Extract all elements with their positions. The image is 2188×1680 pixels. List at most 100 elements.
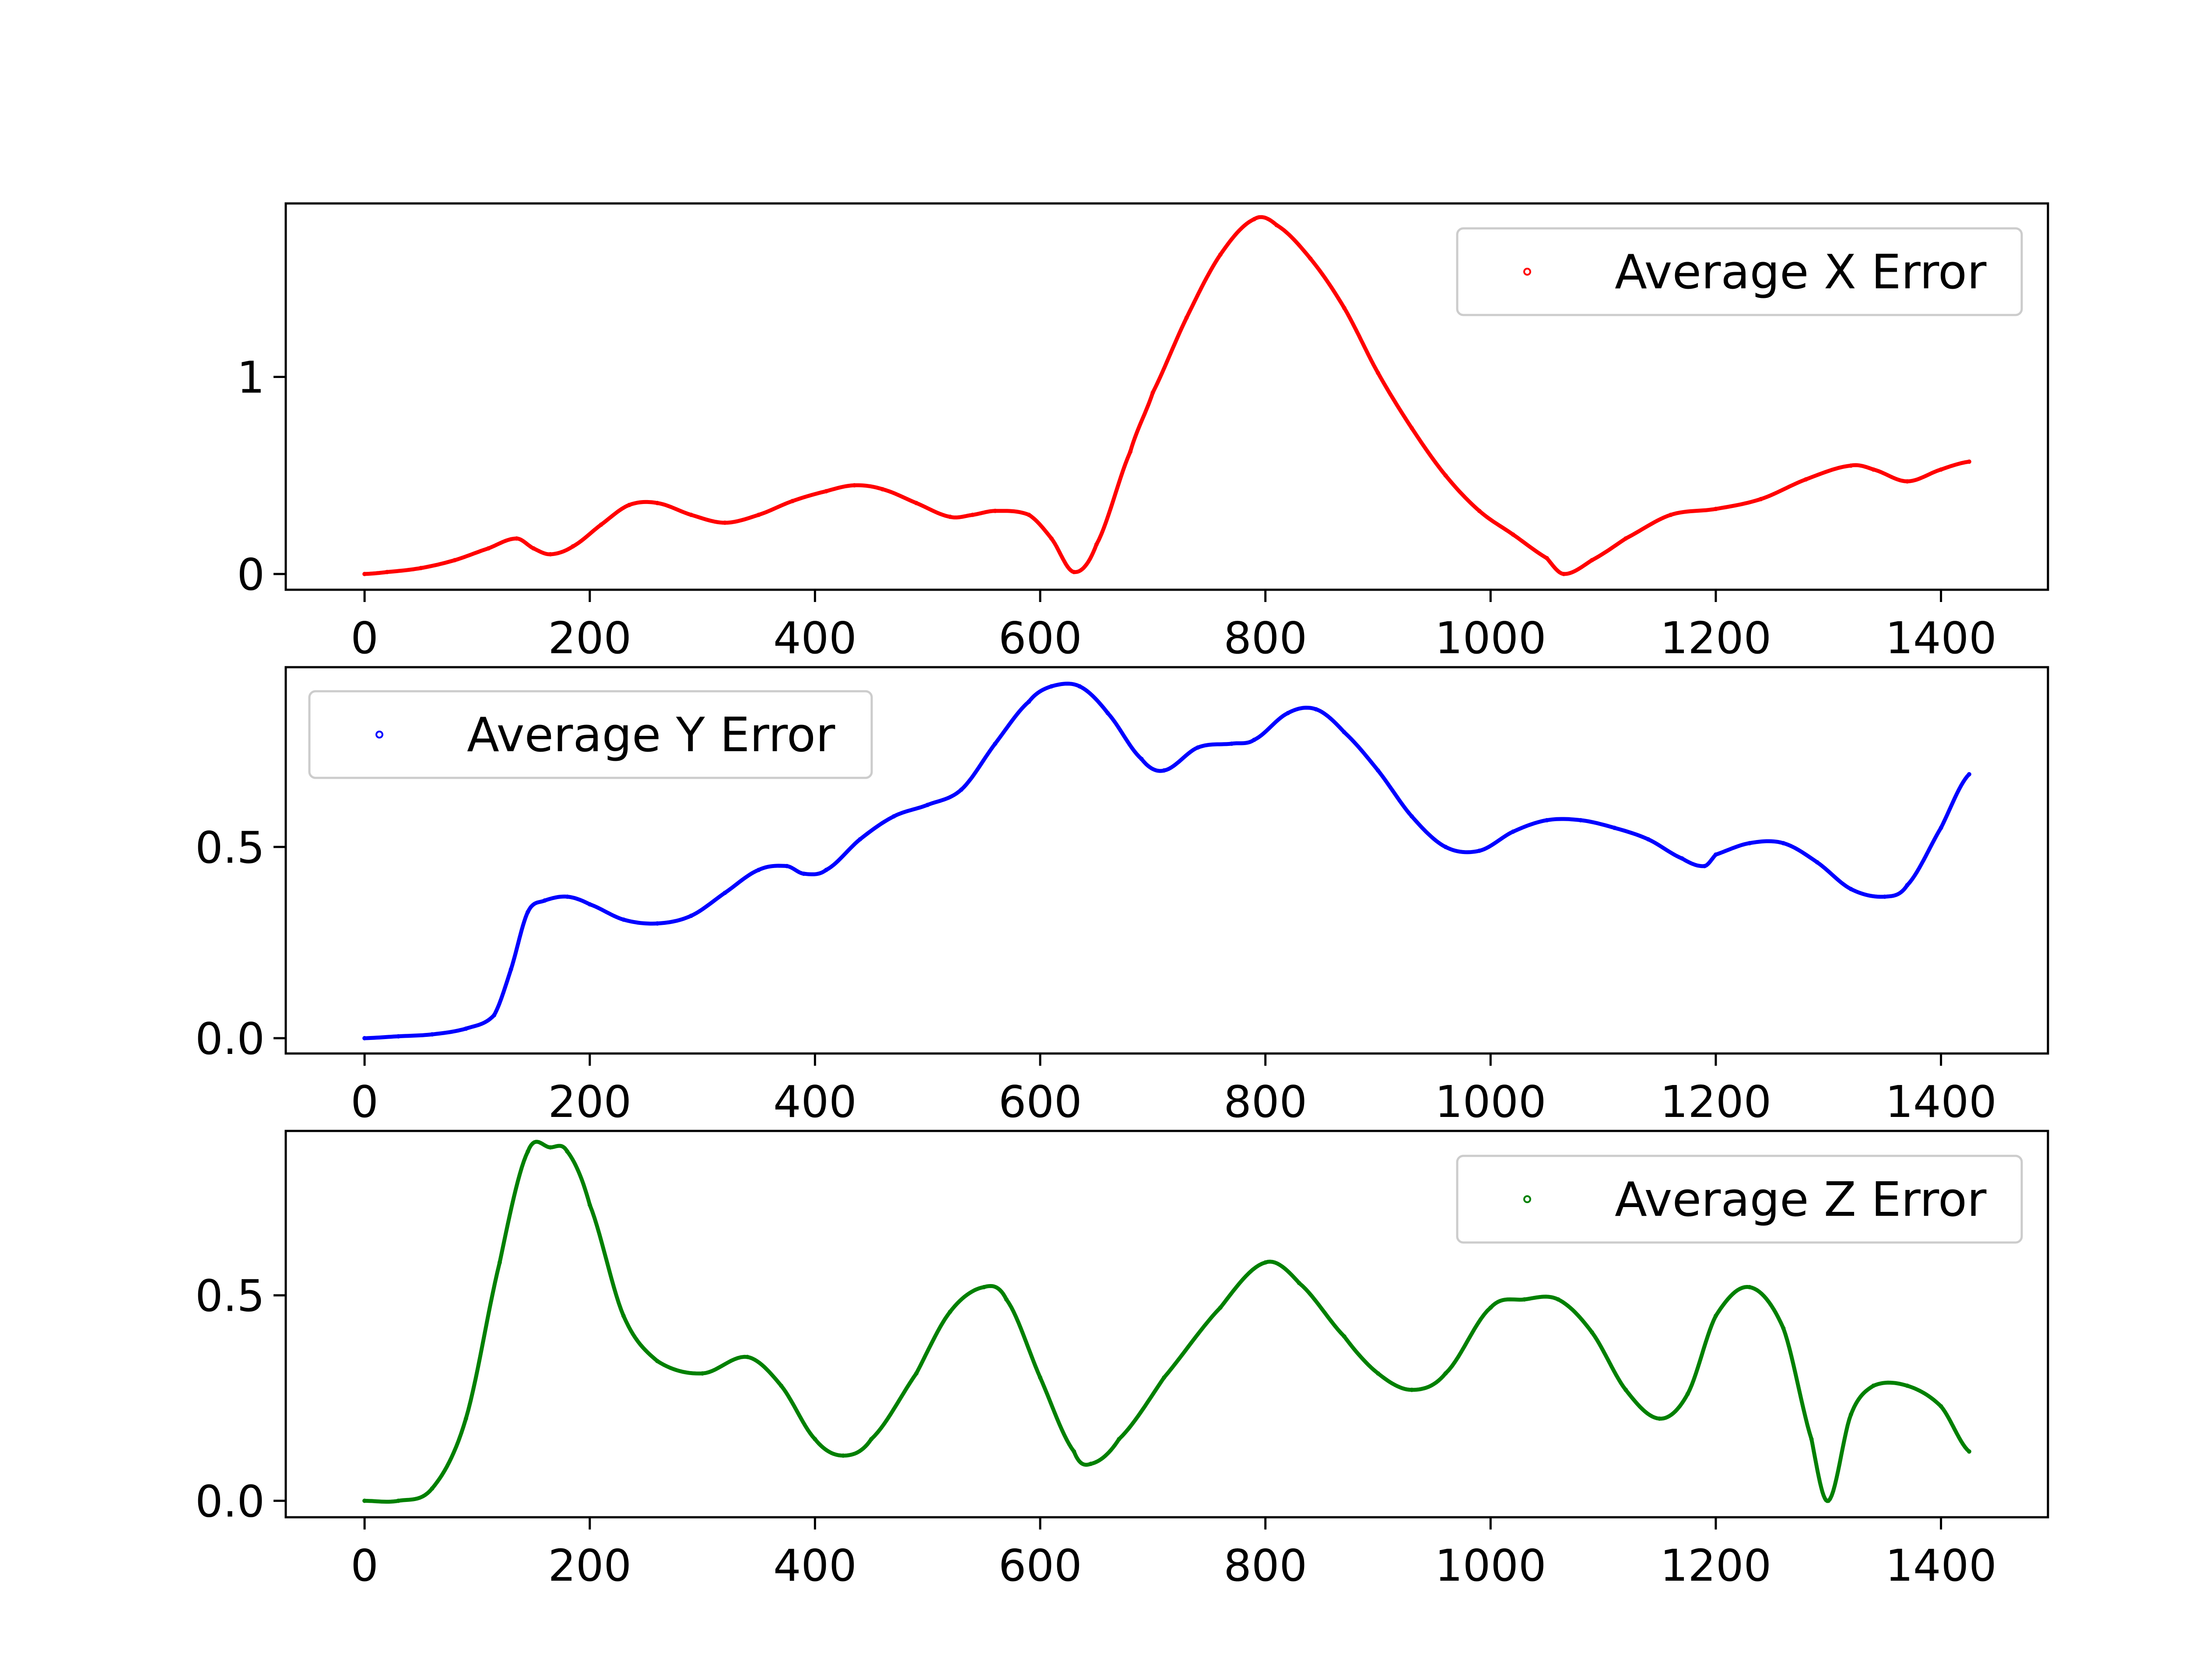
- data-point: [1342, 1334, 1346, 1339]
- data-point: [1781, 1326, 1786, 1330]
- data-point: [418, 566, 423, 570]
- data-point: [1077, 684, 1082, 689]
- data-point: [1669, 512, 1673, 517]
- data-point: [1967, 459, 1971, 464]
- data-point: [655, 921, 660, 926]
- subplot-2: 0 200 400 600 800 1000 1200 1400 0.0 0.5 Average Y…: [195, 666, 2049, 1127]
- legend-marker: [375, 731, 383, 738]
- data-point: [655, 500, 660, 505]
- axes-frame: [284, 666, 2049, 1055]
- legend-frame: [308, 690, 873, 779]
- data-point: [1443, 473, 1448, 478]
- data-point: [452, 558, 457, 563]
- x-tick-label: 800: [1224, 1540, 1307, 1591]
- data-point: [1252, 217, 1256, 221]
- data-point: [1685, 1392, 1690, 1396]
- data-point: [1905, 1383, 1910, 1388]
- data-point: [1477, 508, 1482, 513]
- subplot-1: 0 200 400 600 800 1000 1200 1400 0 1 Average X Err…: [237, 202, 2049, 664]
- data-point: [1218, 252, 1223, 257]
- x-tick-label: 1200: [1660, 1540, 1772, 1591]
- data-point: [1072, 570, 1076, 574]
- data-point: [779, 1383, 784, 1388]
- data-point: [1410, 814, 1414, 819]
- data-point: [1094, 542, 1099, 547]
- data-point: [1004, 1297, 1009, 1302]
- data-point: [430, 1032, 435, 1037]
- x-tick-label: 200: [548, 1076, 631, 1127]
- data-point: [508, 967, 513, 972]
- data-point: [1967, 772, 1971, 777]
- data-point: [1967, 1449, 1971, 1454]
- data-point: [1252, 738, 1256, 742]
- data-point: [531, 546, 536, 551]
- data-point: [1781, 841, 1786, 846]
- data-point: [362, 1498, 367, 1503]
- data-point: [824, 489, 829, 494]
- x-tick-label: 1400: [1885, 1076, 1997, 1127]
- data-point: [526, 1149, 530, 1154]
- data-point: [621, 917, 626, 922]
- data-point: [1713, 1313, 1718, 1318]
- data-point: [1196, 745, 1200, 750]
- data-point: [1128, 449, 1133, 454]
- data-point: [430, 1486, 435, 1491]
- data-point: [1184, 315, 1189, 320]
- data-point: [1410, 1387, 1414, 1392]
- data-point: [689, 914, 694, 918]
- data-point: [1848, 463, 1853, 468]
- data-point: [1803, 477, 1808, 482]
- data-point: [1815, 860, 1820, 864]
- data-point: [362, 1036, 367, 1040]
- data-point: [689, 512, 694, 517]
- data-point: [1939, 826, 1943, 830]
- data-point: [1544, 818, 1549, 822]
- x-tick-label: 200: [548, 1540, 631, 1591]
- data-point: [1511, 829, 1515, 834]
- data-point: [548, 552, 553, 556]
- y-tick-label: 0.5: [195, 822, 265, 873]
- data-point: [1646, 837, 1651, 842]
- data-point: [526, 910, 530, 914]
- legend-marker: [1523, 1195, 1531, 1203]
- data-point: [813, 1437, 817, 1442]
- data-point: [1623, 1387, 1628, 1392]
- data-point: [1623, 536, 1628, 541]
- data-point: [1488, 1305, 1493, 1310]
- x-tick-label: 600: [999, 612, 1082, 664]
- data-point: [463, 1416, 468, 1421]
- legend-label: Average Z Error: [1615, 1172, 1987, 1227]
- x-tick-label: 800: [1224, 1076, 1307, 1127]
- data-point: [1939, 1404, 1943, 1409]
- series-1-1: [362, 215, 1971, 576]
- data-point: [982, 1285, 986, 1289]
- data-point: [1511, 532, 1515, 537]
- subplots: 0 200 400 600 800 1000 1200 1400 0 1 Average X Err…: [195, 202, 2049, 1591]
- data-point: [1871, 467, 1876, 472]
- data-point: [824, 868, 829, 872]
- data-point: [463, 1026, 468, 1031]
- data-point: [1105, 710, 1110, 715]
- data-point: [1477, 848, 1482, 853]
- x-tick-label: 0: [351, 1540, 379, 1591]
- data-point: [1443, 1371, 1448, 1376]
- data-point: [1826, 1498, 1831, 1503]
- axes-frame: [284, 1130, 2049, 1519]
- data-point: [993, 508, 998, 513]
- x-tick-label: 800: [1224, 612, 1307, 664]
- data-point: [396, 1034, 401, 1039]
- y-tick-label: 1: [237, 352, 265, 403]
- data-point: [1314, 707, 1318, 712]
- data-point: [1049, 536, 1054, 541]
- data-point: [914, 500, 919, 505]
- data-point: [841, 1453, 845, 1458]
- data-point: [722, 520, 727, 525]
- data-point: [1561, 572, 1566, 576]
- data-point: [869, 1437, 873, 1442]
- data-point: [1702, 864, 1707, 868]
- data-point: [891, 814, 896, 819]
- x-tick-label: 1000: [1435, 1540, 1546, 1591]
- data-point: [1139, 756, 1144, 761]
- data-point: [1162, 768, 1167, 773]
